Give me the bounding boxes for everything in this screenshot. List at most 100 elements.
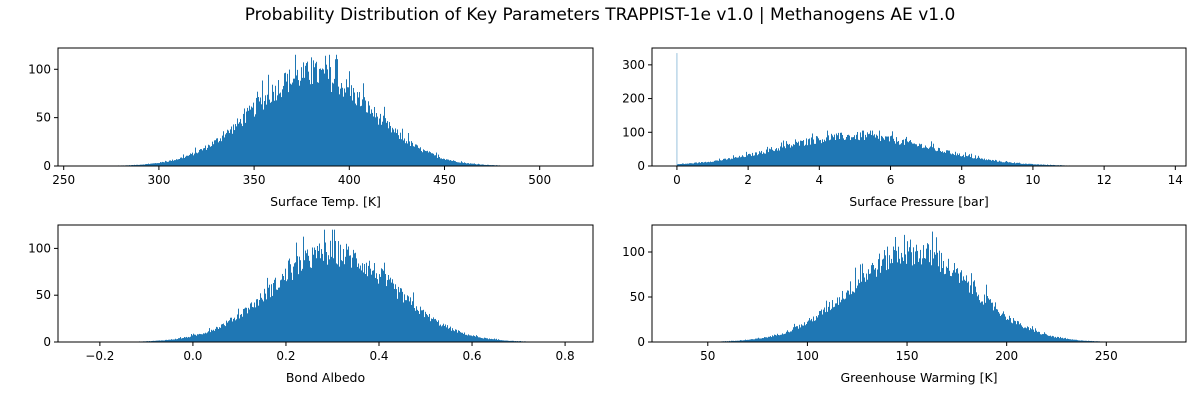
x-tick-label: 300	[147, 173, 170, 187]
histogram-bar	[752, 152, 753, 166]
histogram-bar	[985, 160, 986, 166]
histogram-bar	[469, 335, 470, 342]
histogram-bar	[337, 59, 338, 167]
histogram-bar	[165, 160, 166, 166]
histogram-bar	[431, 318, 432, 342]
histogram-bar	[828, 135, 829, 166]
histogram-bar	[152, 340, 153, 342]
histogram-bar	[749, 339, 750, 342]
histogram-bar	[814, 143, 815, 166]
histogram-bar	[435, 155, 436, 166]
histogram-bar	[423, 309, 424, 342]
histogram-bar	[697, 163, 698, 166]
histogram-bar	[716, 160, 717, 166]
histogram-bar	[1014, 320, 1015, 342]
histogram-bar	[855, 267, 856, 342]
histogram-bar	[310, 267, 311, 342]
histogram-bar	[477, 336, 478, 342]
histogram-bar	[475, 336, 476, 342]
histogram-bar	[884, 250, 885, 342]
histogram-bar	[905, 138, 906, 166]
histogram-bar	[679, 164, 680, 166]
histogram-bar	[478, 163, 479, 166]
histogram-bar	[712, 161, 713, 166]
histogram-bar	[179, 338, 180, 342]
histogram-bar	[809, 318, 810, 342]
histogram-bar	[903, 139, 904, 166]
histogram-bar	[424, 150, 425, 166]
histogram-bar	[948, 150, 949, 166]
histogram-bar	[171, 160, 172, 166]
histogram-bar	[1003, 162, 1004, 166]
histogram-bar	[867, 279, 868, 342]
histogram-bar	[421, 310, 422, 342]
histogram-bar	[947, 150, 948, 166]
histogram-bar	[885, 255, 886, 342]
histogram-bar	[963, 276, 964, 342]
histogram-bar	[886, 270, 887, 342]
x-tick-label: 10	[1025, 173, 1040, 187]
histogram-bar	[1012, 323, 1013, 342]
histogram-bar	[295, 262, 296, 342]
histogram-bar	[352, 257, 353, 342]
histogram-bar	[227, 322, 228, 342]
histogram-bar	[472, 336, 473, 342]
histogram-bar	[307, 61, 308, 166]
histogram-bar	[381, 268, 382, 342]
histogram-bar	[1023, 328, 1024, 342]
histogram-bar	[973, 158, 974, 166]
histogram-bar	[451, 160, 452, 166]
histogram-bar	[758, 337, 759, 342]
histogram-bars	[676, 53, 1108, 166]
histogram-bar	[1016, 162, 1017, 166]
histogram-bar	[417, 309, 418, 342]
histogram-bar	[470, 163, 471, 166]
histogram-bar	[198, 152, 199, 166]
histogram-bar	[399, 138, 400, 166]
histogram-bar	[899, 144, 900, 166]
histogram-bar	[1053, 336, 1054, 342]
histogram-bar	[316, 61, 317, 166]
histogram-bar	[921, 143, 922, 166]
histogram-bar	[386, 286, 387, 342]
histogram-bar	[975, 155, 976, 166]
x-tick-label: 0.8	[556, 349, 575, 363]
histogram-bar	[826, 300, 827, 342]
histogram-bar	[925, 258, 926, 342]
histogram-bar	[1077, 340, 1078, 342]
histogram-bar	[1022, 163, 1023, 166]
histogram-bar	[456, 162, 457, 166]
histogram-bar	[269, 284, 270, 342]
histogram-bar	[300, 260, 301, 342]
histogram-bar	[998, 311, 999, 342]
histogram-bar	[305, 250, 306, 342]
histogram-bar	[872, 130, 873, 166]
histogram-bar	[1054, 337, 1055, 342]
histogram-bar	[471, 335, 472, 342]
histogram-bar	[830, 310, 831, 342]
histogram-bar	[504, 340, 505, 342]
histogram-bar	[441, 158, 442, 166]
histogram-bar	[455, 161, 456, 166]
histogram-bar	[247, 313, 248, 342]
histogram-bar	[1018, 162, 1019, 166]
histogram-bar	[920, 249, 921, 342]
histogram-bar	[797, 142, 798, 166]
histogram-bar	[792, 146, 793, 166]
histogram-bar	[158, 340, 159, 342]
histogram-bar	[967, 282, 968, 342]
histogram-bar	[994, 306, 995, 342]
histogram-bar	[474, 163, 475, 166]
histogram-bar	[916, 244, 917, 342]
histogram-bar	[945, 152, 946, 166]
histogram-bar	[844, 140, 845, 166]
histogram-bar	[302, 268, 303, 342]
histogram-bar	[267, 94, 268, 166]
histogram-bar	[960, 272, 961, 342]
histogram-bar	[419, 148, 420, 166]
histogram-bar	[406, 300, 407, 342]
y-tick-label: 100	[28, 62, 51, 76]
histogram-bar	[996, 160, 997, 166]
histogram-bar	[769, 148, 770, 166]
histogram-bar	[278, 80, 279, 166]
